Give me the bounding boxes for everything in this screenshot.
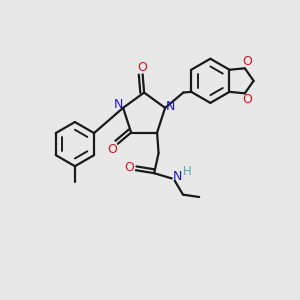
Text: N: N bbox=[166, 100, 175, 113]
Text: O: O bbox=[242, 93, 252, 106]
Text: N: N bbox=[114, 98, 123, 111]
Text: O: O bbox=[124, 161, 134, 174]
Text: H: H bbox=[183, 166, 191, 178]
Text: O: O bbox=[242, 55, 252, 68]
Text: N: N bbox=[173, 170, 182, 184]
Text: O: O bbox=[138, 61, 148, 74]
Text: O: O bbox=[108, 142, 118, 155]
